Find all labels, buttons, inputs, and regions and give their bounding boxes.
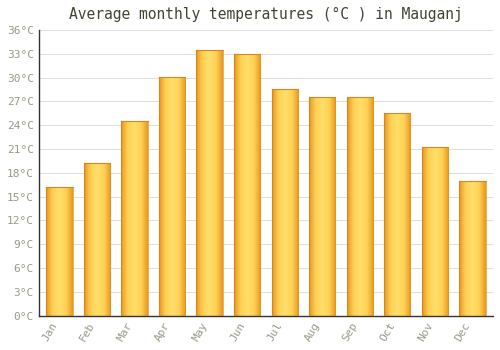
Title: Average monthly temperatures (°C ) in Mauganj: Average monthly temperatures (°C ) in Ma…: [69, 7, 463, 22]
